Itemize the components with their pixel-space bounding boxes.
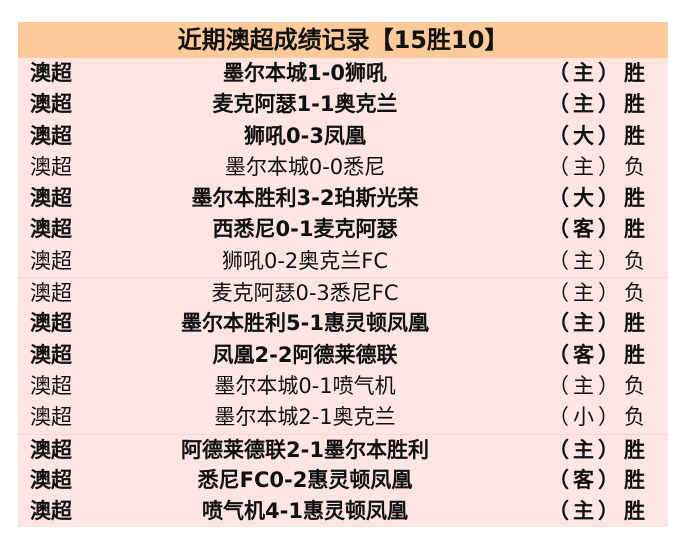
table-row: 澳超 狮吼0-3凤凰 （大）胜 xyxy=(18,121,668,152)
result-cell: 胜 xyxy=(624,61,645,85)
match-cell: 狮吼0-3凤凰 xyxy=(244,123,366,148)
match-cell: 狮吼0-2奥克兰FC xyxy=(221,248,389,273)
venue-cell: （小） xyxy=(548,405,623,430)
venue-cell: （主） xyxy=(548,248,623,273)
venue-cell: （大） xyxy=(548,186,623,211)
result-cell: 胜 xyxy=(624,217,645,242)
table-row: 澳超 狮吼0-2奥克兰FC （主）负 xyxy=(18,246,668,277)
result-cell: 负 xyxy=(624,281,645,306)
league-cell: 澳超 xyxy=(30,281,72,306)
result-cell: 负 xyxy=(624,373,645,398)
table-row: 澳超 凤凰2-2阿德莱德联 （客）胜 xyxy=(18,340,668,371)
venue-cell: （主） xyxy=(548,373,623,398)
match-cell: 阿德莱德联2-1墨尔本胜利 xyxy=(181,437,429,462)
result-cell: 胜 xyxy=(624,342,645,367)
venue-cell: （客） xyxy=(548,342,623,367)
league-cell: 澳超 xyxy=(30,437,72,462)
match-cell: 西悉尼0-1麦克阿瑟 xyxy=(212,217,398,242)
league-cell: 澳超 xyxy=(30,311,72,336)
table-row: 澳超 麦克阿瑟1-1奥克兰 （主）胜 xyxy=(18,89,668,120)
table-row: 澳超 喷气机4-1惠灵顿凤凰 （主）胜 xyxy=(18,496,668,527)
league-cell: 澳超 xyxy=(30,186,72,211)
result-cell: 胜 xyxy=(624,437,645,462)
match-cell: 凤凰2-2阿德莱德联 xyxy=(212,342,398,367)
table-row: 澳超 墨尔本城2-1奥克兰 （小）负 xyxy=(18,402,668,433)
table-row: 澳超 墨尔本胜利5-1惠灵顿凤凰 （主）胜 xyxy=(18,308,668,339)
match-cell: 墨尔本胜利5-1惠灵顿凤凰 xyxy=(181,311,429,336)
match-cell: 墨尔本城0-1喷气机 xyxy=(214,373,396,398)
match-cell: 墨尔本城0-0悉尼 xyxy=(224,154,386,179)
result-cell: 负 xyxy=(624,154,645,179)
result-cell: 胜 xyxy=(624,499,645,524)
table-row: 澳超 墨尔本城0-0悉尼 （主）负 xyxy=(18,152,668,183)
match-cell: 墨尔本胜利3-2珀斯光荣 xyxy=(191,186,419,211)
venue-cell: （客） xyxy=(548,217,623,242)
league-cell: 澳超 xyxy=(30,499,72,524)
table-body: 澳超 墨尔本城1-0狮吼 （主）胜澳超 麦克阿瑟1-1奥克兰 （主）胜澳超 狮吼0-3凤凰… xyxy=(18,58,668,527)
table-row: 澳超 墨尔本胜利3-2珀斯光荣 （大）胜 xyxy=(18,183,668,214)
result-cell: 胜 xyxy=(624,186,645,211)
result-cell: 负 xyxy=(624,248,645,273)
match-cell: 麦克阿瑟1-1奥克兰 xyxy=(212,92,398,117)
venue-cell: （主） xyxy=(548,311,623,336)
venue-cell: （大） xyxy=(548,123,623,148)
match-cell: 悉尼FC0-2惠灵顿凤凰 xyxy=(197,467,413,492)
league-cell: 澳超 xyxy=(30,373,72,398)
results-table: 近期澳超成绩记录【15胜10】 澳超 墨尔本城1-0狮吼 （主）胜澳超 麦克阿瑟1-1… xyxy=(18,22,668,528)
match-cell: 墨尔本城2-1奥克兰 xyxy=(214,405,396,430)
table-row: 澳超 麦克阿瑟0-3悉尼FC （主）负 xyxy=(18,277,668,308)
table-row: 澳超 阿德莱德联2-1墨尔本胜利 （主）胜 xyxy=(18,433,668,465)
league-cell: 澳超 xyxy=(30,154,72,179)
league-cell: 澳超 xyxy=(30,92,72,117)
table-row: 澳超 西悉尼0-1麦克阿瑟 （客）胜 xyxy=(18,214,668,245)
venue-cell: （主） xyxy=(548,154,623,179)
result-cell: 胜 xyxy=(624,311,645,336)
league-cell: 澳超 xyxy=(30,467,72,492)
result-cell: 胜 xyxy=(624,92,645,117)
venue-cell: （主） xyxy=(548,281,623,306)
league-cell: 澳超 xyxy=(30,217,72,242)
venue-cell: （主） xyxy=(548,92,623,117)
result-cell: 负 xyxy=(624,405,645,430)
table-row: 澳超 悉尼FC0-2惠灵顿凤凰 （客）胜 xyxy=(18,465,668,496)
table-row: 澳超 墨尔本城1-0狮吼 （主）胜 xyxy=(18,58,668,89)
result-cell: 胜 xyxy=(624,467,645,492)
venue-cell: （主） xyxy=(548,61,623,85)
league-cell: 澳超 xyxy=(30,405,72,430)
league-cell: 澳超 xyxy=(30,342,72,367)
league-cell: 澳超 xyxy=(30,248,72,273)
table-title: 近期澳超成绩记录【15胜10】 xyxy=(18,22,668,58)
venue-cell: （主） xyxy=(548,499,623,524)
match-cell: 喷气机4-1惠灵顿凤凰 xyxy=(202,499,408,524)
venue-cell: （主） xyxy=(548,437,623,462)
league-cell: 澳超 xyxy=(30,123,72,148)
table-row: 澳超 墨尔本城0-1喷气机 （主）负 xyxy=(18,371,668,402)
venue-cell: （客） xyxy=(548,467,623,492)
league-cell: 澳超 xyxy=(30,61,72,85)
match-cell: 墨尔本城1-0狮吼 xyxy=(223,61,387,85)
match-cell: 麦克阿瑟0-3悉尼FC xyxy=(211,281,399,306)
result-cell: 胜 xyxy=(624,123,645,148)
